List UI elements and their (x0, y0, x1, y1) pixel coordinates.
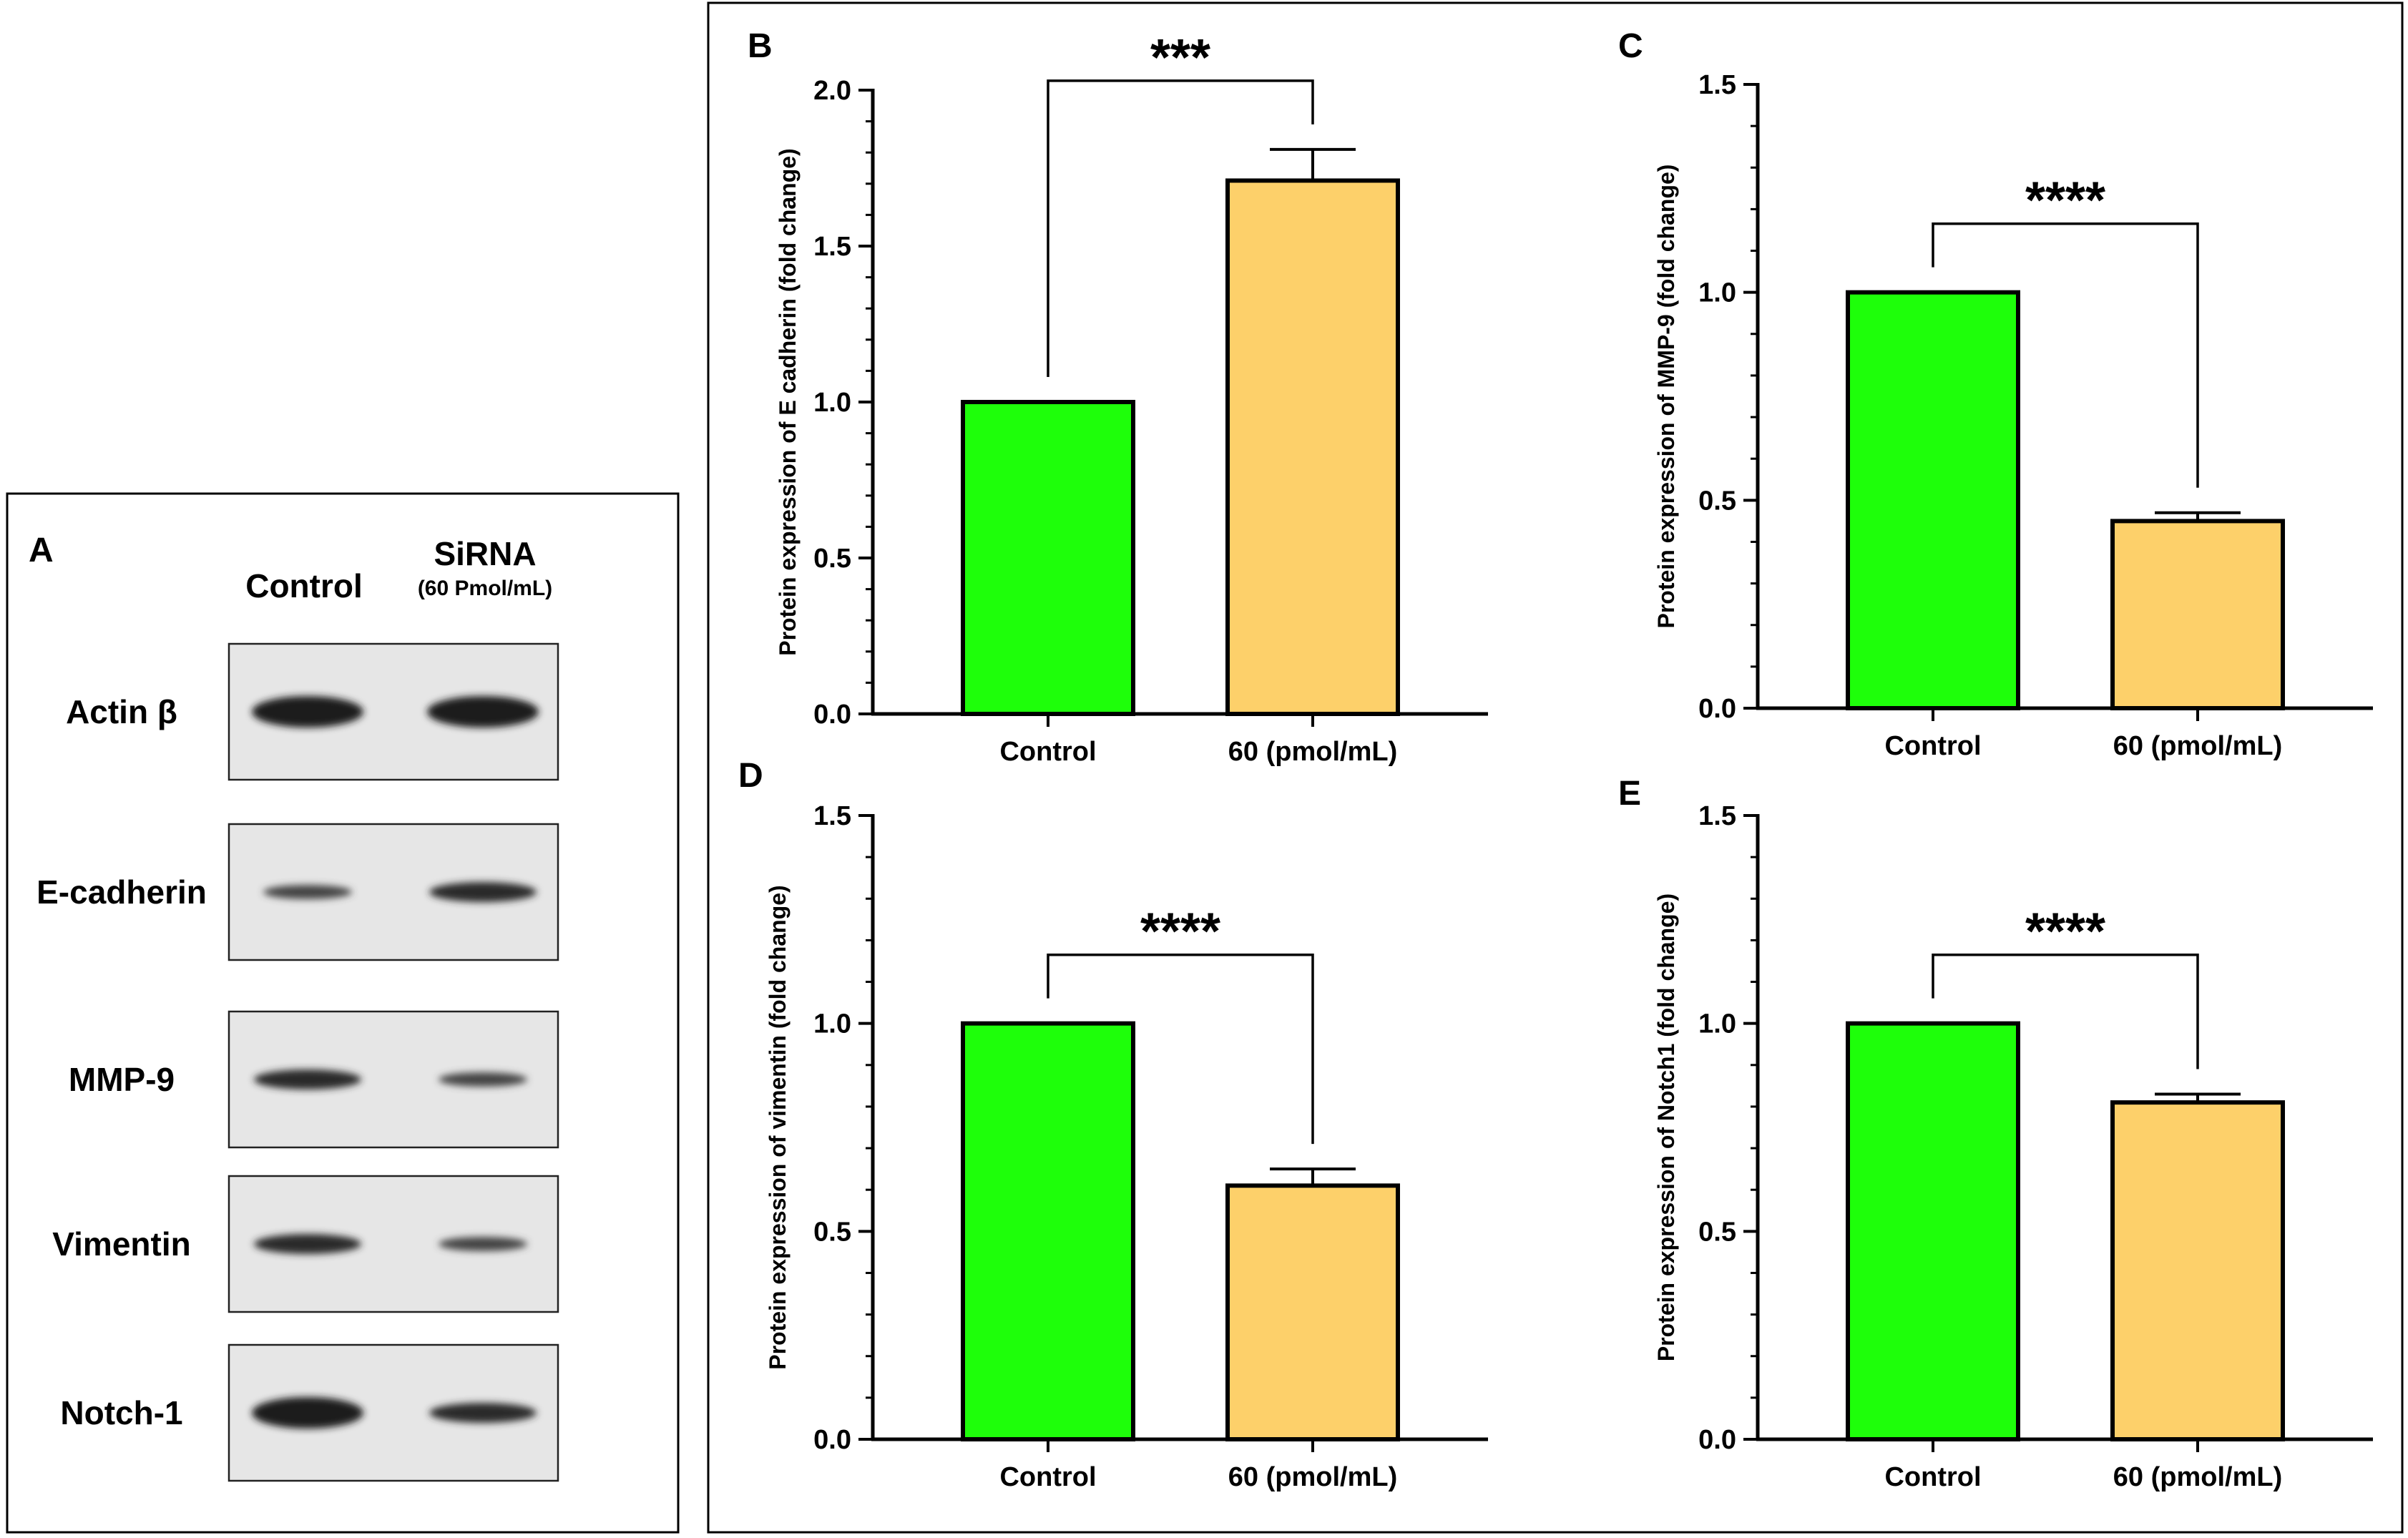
y-axis-label: Protein expression of MMP-9 (fold change… (1653, 165, 1679, 629)
panel-letter-c: C (1618, 27, 1643, 65)
y-tick-label: 1.5 (813, 801, 851, 831)
y-tick-label: 1.0 (1698, 278, 1736, 308)
y-tick-label: 0.5 (813, 544, 851, 574)
band-control (254, 1069, 361, 1089)
panel-a-letter: A (29, 532, 54, 569)
significance-bracket (1047, 79, 1314, 377)
y-tick-label: 1.0 (813, 388, 851, 418)
blot-label-e-cadherin: E-cadherin (36, 873, 207, 911)
x-tick-label: 60 (pmol/mL) (2113, 1462, 2282, 1492)
y-axis-label: Protein expression of vimentin (fold cha… (765, 885, 791, 1369)
y-tick-label: 0.5 (1698, 1217, 1736, 1247)
y-tick-label: 0.5 (813, 1217, 851, 1247)
band-sirna (429, 882, 537, 902)
bar-control (1846, 1021, 2020, 1441)
bar-control (1846, 290, 2020, 710)
x-tick-label: Control (1884, 731, 1981, 761)
band-sirna (439, 1072, 527, 1087)
bar-charts: B 0.0 0.5 1.0 1.5 2.0 Protein expression of E … (738, 27, 2373, 1492)
x-tick-label: 60 (pmol/mL) (1228, 737, 1397, 767)
significance-bracket (1932, 953, 2199, 1069)
panel-letter-d: D (738, 757, 763, 795)
bar-60-pmol-ml (2110, 1100, 2285, 1441)
band-control (254, 1234, 361, 1254)
y-tick-label: 0.0 (813, 700, 851, 730)
blot-row-e-cadherin: E-cadherin (36, 823, 559, 961)
y-tick-label: 0.0 (1698, 694, 1736, 724)
bar-60-pmol-ml (1225, 1183, 1400, 1442)
chart-panel-d: D 0.0 0.5 1.0 1.5 Protein expression of vimen… (738, 757, 1488, 1492)
x-tick-label: Control (999, 737, 1096, 767)
band-control (263, 885, 352, 899)
y-tick-label: 0.0 (1698, 1425, 1736, 1455)
blot-row-actin: Actin β (66, 642, 559, 781)
significance-bracket (1047, 953, 1314, 1145)
chart-panel-e: E 0.0 0.5 1.0 1.5 Protein expression of Notch… (1618, 775, 2373, 1492)
band-sirna (439, 1237, 527, 1251)
blot-row-vimentin: Vimentin (52, 1175, 559, 1313)
significance-stars: **** (1140, 903, 1220, 961)
bar-control (961, 400, 1135, 716)
y-tick-label: 1.0 (1698, 1009, 1736, 1039)
significance-stars: **** (2025, 172, 2105, 230)
x-tick-label: 60 (pmol/mL) (2113, 731, 2282, 761)
chart-panel-c: C 0.0 0.5 1.0 1.5 Protein expression of MMP-9… (1618, 27, 2373, 761)
band-control (252, 696, 363, 728)
y-tick-label: 1.5 (1698, 70, 1736, 100)
band-sirna (427, 696, 539, 728)
bar-60-pmol-ml (2110, 519, 2285, 711)
blot-row-mmp-9: MMP-9 (69, 1010, 559, 1149)
band-sirna (429, 1403, 537, 1423)
x-tick-label: 60 (pmol/mL) (1228, 1462, 1397, 1492)
blot-label-notch-1: Notch-1 (60, 1394, 182, 1431)
y-tick-label: 1.0 (813, 1009, 851, 1039)
panel-letter-e: E (1618, 775, 1641, 813)
western-blot-panel: Actin β E-cadherin MMP-9 Vimentin Notch-1 (36, 642, 559, 1482)
column-header-sirna: SiRNA (434, 535, 536, 572)
x-tick-label: Control (1884, 1462, 1981, 1492)
y-tick-label: 1.5 (1698, 801, 1736, 831)
chart-panel-b: B 0.0 0.5 1.0 1.5 2.0 Protein expression of E … (748, 27, 1488, 767)
panel-letter-b: B (748, 27, 773, 65)
y-tick-label: 1.5 (813, 232, 851, 262)
x-tick-label: Control (999, 1462, 1096, 1492)
blot-label-mmp-9: MMP-9 (69, 1061, 175, 1098)
blot-label-vimentin: Vimentin (52, 1225, 190, 1263)
blot-row-notch-1: Notch-1 (60, 1343, 559, 1482)
significance-bracket (1932, 222, 2199, 488)
bar-control (961, 1021, 1135, 1441)
band-control (252, 1397, 363, 1429)
y-axis-label: Protein expression of Notch1 (fold chang… (1653, 893, 1679, 1361)
column-header-sirna-sub: (60 Pmol/mL) (418, 577, 552, 600)
y-tick-label: 0.5 (1698, 486, 1736, 516)
bar-60-pmol-ml (1225, 178, 1400, 716)
significance-stars: **** (2025, 903, 2105, 961)
blot-label-actin: Actin β (66, 693, 177, 730)
y-tick-label: 2.0 (813, 76, 851, 106)
y-tick-label: 0.0 (813, 1425, 851, 1455)
y-axis-label: Protein expression of E cadherin (fold c… (775, 148, 801, 655)
column-header-control: Control (245, 567, 363, 604)
significance-stars: *** (1150, 29, 1210, 87)
